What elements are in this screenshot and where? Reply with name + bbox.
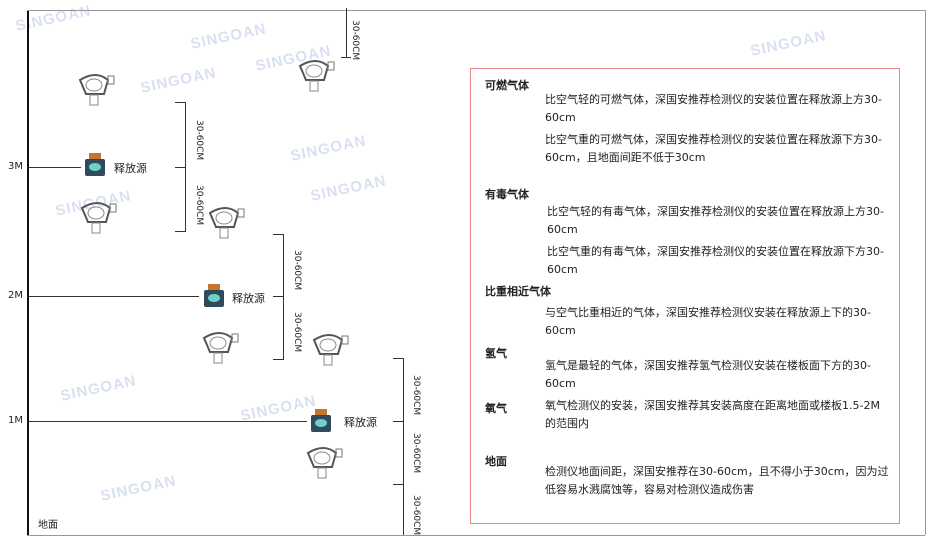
dimension-tick [175,231,185,232]
dimension-tick [273,234,283,235]
heading-toxic: 有毒气体 [485,188,529,201]
level-1m: 1M [8,415,23,426]
note-hydrogen: 氢气是最轻的气体，深国安推荐氢气检测仪安装在楼板面下方的30-60cm [545,359,871,390]
note-toxic-heavier: 比空气重的有毒气体，深国安推荐检测仪的安装位置在释放源下方30-60cm [547,245,884,276]
dimension-label: 30-60CM [292,312,302,353]
dimension-label: 30-60CM [411,495,421,536]
dimension-label: 30-60CM [411,433,421,474]
watermark: SINGOAN [189,20,268,53]
watermark: SINGOAN [99,472,178,505]
level-2m: 2M [8,290,23,301]
source-label: 释放源 [344,416,377,429]
note-combustible-lighter: 比空气轻的可燃气体，深国安推荐检测仪的安装位置在释放源上方30-60cm [545,93,882,124]
ground-label: 地面 [38,520,58,531]
ceiling-line [27,10,925,11]
dimension-label: 30-60CM [194,185,204,226]
gas-source-icon [85,153,105,176]
note-oxygen: 氧气检测仪的安装，深国安推荐其安装高度在距离地面或楼板1.5-2M的范围内 [545,399,880,430]
dimension-line [346,8,347,58]
watermark: SINGOAN [309,172,388,205]
level-line [29,167,81,168]
dimension-tick [273,359,283,360]
watermark: SINGOAN [239,392,318,425]
watermark: SINGOAN [59,372,138,405]
right-wall-line [925,10,926,535]
note-combustible-heavier: 比空气重的可燃气体，深国安推荐检测仪的安装位置在释放源下方30-60cm，且地面… [545,133,882,164]
gas-detector-icon [298,60,335,92]
dimension-line [403,358,404,535]
wall-line [27,10,29,535]
notes-panel: 可燃气体 比空气轻的可燃气体，深国安推荐检测仪的安装位置在释放源上方30-60c… [470,68,900,524]
dimension-label: 30-60CM [350,20,360,61]
dimension-tick [393,484,403,485]
dimension-label: 30-60CM [194,120,204,161]
heading-hydrogen: 氢气 [485,347,507,360]
dimension-tick [393,358,403,359]
level-line [29,296,199,297]
dimension-tick [393,421,403,422]
gas-detector-icon [80,202,117,234]
gas-source-icon [204,284,224,307]
heading-ground: 地面 [485,455,507,468]
note-similar: 与空气比重相近的气体，深国安推荐检测仪安装在释放源上下的30-60cm [545,306,871,337]
note-toxic-lighter: 比空气轻的有毒气体，深国安推荐检测仪的安装位置在释放源上方30-60cm [547,205,884,236]
dimension-tick [273,296,283,297]
heading-similar: 比重相近气体 [485,285,551,298]
heading-oxygen: 氧气 [485,402,507,415]
dimension-label: 30-60CM [292,250,302,291]
heading-combustible: 可燃气体 [485,79,529,92]
dimension-tick [341,57,351,58]
watermark: SINGOAN [289,132,368,165]
source-label: 释放源 [232,292,265,305]
gas-detector-icon [202,332,239,364]
gas-detector-icon [208,207,245,239]
level-3m: 3M [8,161,23,172]
watermark: SINGOAN [749,27,828,60]
gas-detector-icon [78,74,115,106]
dimension-line [283,234,284,360]
dimension-label: 30-60CM [411,375,421,416]
note-ground: 检测仪地面间距，深国安推荐在30-60cm，且不得小于30cm，因为过低容易水溅… [545,465,889,496]
level-line [29,421,307,422]
watermark: SINGOAN [14,2,93,35]
gas-detector-icon [312,334,349,366]
floor-line [27,535,925,536]
dimension-line [185,102,186,232]
source-label: 释放源 [114,162,147,175]
watermark: SINGOAN [139,64,218,97]
dimension-tick [175,102,185,103]
gas-source-icon [311,409,331,432]
gas-detector-icon [306,447,343,479]
dimension-tick [175,167,185,168]
